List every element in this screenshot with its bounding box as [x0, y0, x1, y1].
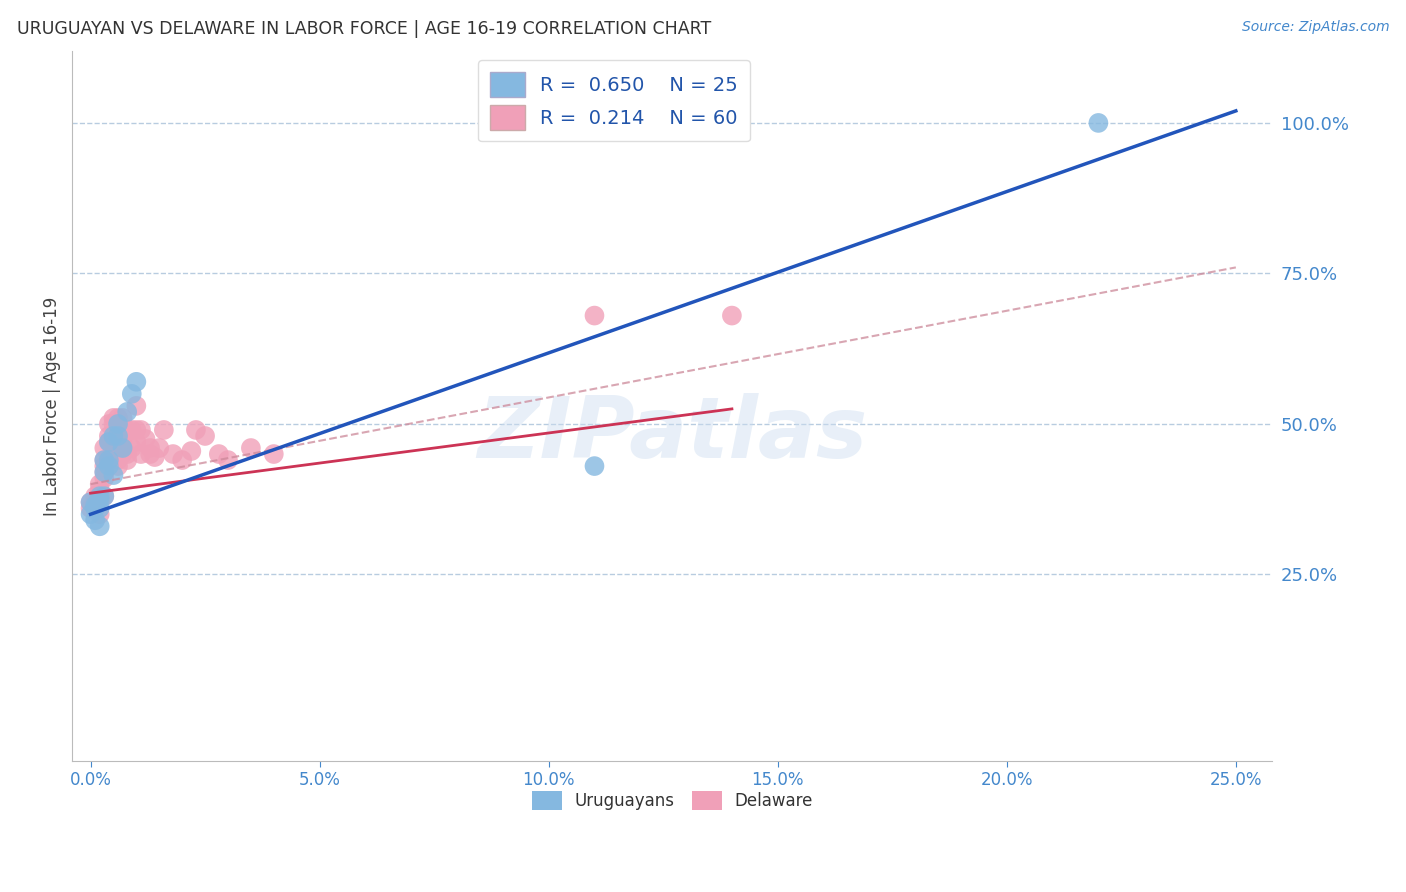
Point [103, 453, 125, 467]
Point [111, 435, 134, 450]
Point [583, 309, 606, 323]
Point [89, 492, 111, 507]
Point [263, 447, 285, 461]
Point [93, 459, 115, 474]
Point [97, 459, 120, 474]
Point [111, 411, 134, 425]
Point [93, 453, 115, 467]
Point [103, 417, 125, 431]
Point [89, 508, 111, 522]
Point [121, 441, 143, 455]
Point [97, 453, 120, 467]
Point [79, 495, 101, 509]
Point [89, 489, 111, 503]
Point [162, 447, 184, 461]
Text: Source: ZipAtlas.com: Source: ZipAtlas.com [1241, 20, 1389, 34]
Point [129, 423, 152, 437]
Point [93, 471, 115, 485]
Point [89, 519, 111, 533]
Point [125, 375, 148, 389]
Point [89, 477, 111, 491]
Point [184, 423, 207, 437]
Point [111, 441, 134, 455]
Point [721, 309, 744, 323]
Legend: Uruguayans, Delaware: Uruguayans, Delaware [524, 784, 820, 817]
Point [89, 501, 111, 516]
Point [79, 495, 101, 509]
Point [208, 447, 231, 461]
Text: URUGUAYAN VS DELAWARE IN LABOR FORCE | AGE 16-19 CORRELATION CHART: URUGUAYAN VS DELAWARE IN LABOR FORCE | A… [17, 20, 711, 37]
Point [107, 417, 129, 431]
Point [93, 489, 115, 503]
Point [139, 441, 162, 455]
Point [111, 441, 134, 455]
Point [93, 465, 115, 479]
Point [111, 447, 134, 461]
Point [93, 465, 115, 479]
Point [121, 423, 143, 437]
Point [115, 447, 138, 461]
Point [84, 489, 107, 503]
Text: ZIPatlas: ZIPatlas [477, 392, 868, 475]
Point [135, 432, 157, 446]
Point [97, 435, 120, 450]
Point [583, 459, 606, 474]
Point [103, 447, 125, 461]
Point [239, 441, 262, 455]
Point [115, 423, 138, 437]
Point [139, 447, 162, 461]
Point [84, 495, 107, 509]
Point [107, 429, 129, 443]
Point [103, 429, 125, 443]
Point [79, 508, 101, 522]
Point [103, 411, 125, 425]
Point [125, 435, 148, 450]
Point [153, 423, 176, 437]
Point [217, 453, 239, 467]
Point [97, 453, 120, 467]
Point [93, 453, 115, 467]
Y-axis label: In Labor Force | Age 16-19: In Labor Force | Age 16-19 [44, 296, 60, 516]
Point [1087, 116, 1109, 130]
Point [103, 468, 125, 483]
Point [107, 441, 129, 455]
Point [107, 429, 129, 443]
Point [79, 501, 101, 516]
Point [107, 423, 129, 437]
Point [129, 447, 152, 461]
Point [107, 459, 129, 474]
Point [143, 450, 166, 464]
Point [148, 441, 170, 455]
Point [180, 444, 202, 458]
Point [97, 417, 120, 431]
Point [194, 429, 217, 443]
Point [115, 453, 138, 467]
Point [121, 387, 143, 401]
Point [107, 453, 129, 467]
Point [84, 501, 107, 516]
Point [93, 489, 115, 503]
Point [103, 435, 125, 450]
Point [97, 435, 120, 450]
Point [125, 423, 148, 437]
Point [125, 399, 148, 413]
Point [89, 489, 111, 503]
Point [97, 429, 120, 443]
Point [172, 453, 194, 467]
Point [93, 441, 115, 455]
Point [115, 405, 138, 419]
Point [84, 498, 107, 512]
Point [84, 513, 107, 527]
Point [89, 483, 111, 498]
Point [107, 411, 129, 425]
